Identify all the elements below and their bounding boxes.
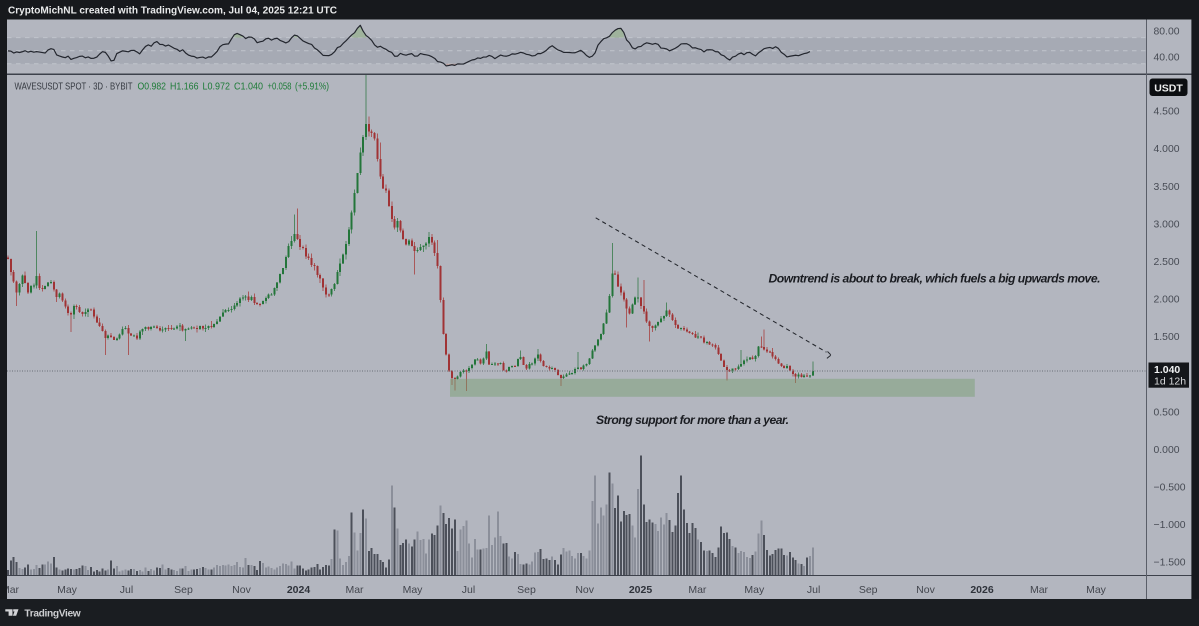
svg-text:Sep: Sep bbox=[517, 584, 536, 596]
svg-text:Sep: Sep bbox=[174, 584, 193, 596]
svg-text:80.00: 80.00 bbox=[1154, 27, 1180, 38]
svg-text:CryptoMichNL created with Trad: CryptoMichNL created with TradingView.co… bbox=[8, 5, 337, 17]
svg-text:4.000: 4.000 bbox=[1154, 144, 1180, 155]
svg-text:2026: 2026 bbox=[970, 584, 994, 596]
svg-text:C1.040: C1.040 bbox=[234, 81, 263, 93]
svg-text:−1.500: −1.500 bbox=[1154, 558, 1186, 569]
svg-text:+0.058: +0.058 bbox=[268, 81, 292, 93]
svg-text:3.000: 3.000 bbox=[1154, 219, 1180, 230]
svg-text:May: May bbox=[57, 584, 78, 596]
svg-text:−0.500: −0.500 bbox=[1154, 483, 1186, 494]
svg-text:O0.982: O0.982 bbox=[138, 81, 167, 93]
svg-text:May: May bbox=[1086, 584, 1107, 596]
svg-text:May: May bbox=[744, 584, 765, 596]
svg-text:Nov: Nov bbox=[232, 584, 251, 596]
svg-text:1.040: 1.040 bbox=[1154, 364, 1180, 376]
svg-text:TradingView: TradingView bbox=[24, 608, 80, 619]
svg-text:USDT: USDT bbox=[1154, 82, 1183, 94]
svg-text:Jul: Jul bbox=[807, 584, 820, 596]
svg-text:WAVESUSDT SPOT · 3D · BYBIT: WAVESUSDT SPOT · 3D · BYBIT bbox=[15, 81, 133, 93]
svg-text:0.000: 0.000 bbox=[1154, 445, 1180, 456]
svg-text:Jul: Jul bbox=[120, 584, 133, 596]
svg-text:2.000: 2.000 bbox=[1154, 295, 1180, 306]
svg-text:Sep: Sep bbox=[859, 584, 878, 596]
svg-text:2024: 2024 bbox=[287, 584, 311, 596]
svg-text:Nov: Nov bbox=[916, 584, 935, 596]
svg-text:H1.166: H1.166 bbox=[170, 81, 199, 93]
svg-text:0.500: 0.500 bbox=[1154, 407, 1180, 418]
svg-text:−1.000: −1.000 bbox=[1154, 520, 1186, 531]
svg-text:L0.972: L0.972 bbox=[203, 81, 231, 93]
svg-text:3.500: 3.500 bbox=[1154, 182, 1180, 193]
svg-text:1.500: 1.500 bbox=[1154, 332, 1180, 343]
svg-text:4.500: 4.500 bbox=[1154, 107, 1180, 118]
svg-text:May: May bbox=[403, 584, 424, 596]
svg-text:Mar: Mar bbox=[1030, 584, 1049, 596]
svg-text:40.00: 40.00 bbox=[1154, 52, 1180, 63]
svg-text:Mar: Mar bbox=[688, 584, 707, 596]
svg-text:(+5.91%): (+5.91%) bbox=[295, 81, 329, 93]
svg-text:2.500: 2.500 bbox=[1154, 257, 1180, 268]
svg-text:Mar: Mar bbox=[345, 584, 364, 596]
svg-text:Downtrend is about to break, w: Downtrend is about to break, which fuels… bbox=[769, 272, 1101, 286]
svg-text:1d 12h: 1d 12h bbox=[1154, 375, 1186, 387]
svg-text:2025: 2025 bbox=[629, 584, 653, 596]
svg-text:Jul: Jul bbox=[462, 584, 475, 596]
svg-text:Strong support for more than a: Strong support for more than a year. bbox=[596, 413, 789, 427]
svg-text:Nov: Nov bbox=[575, 584, 594, 596]
